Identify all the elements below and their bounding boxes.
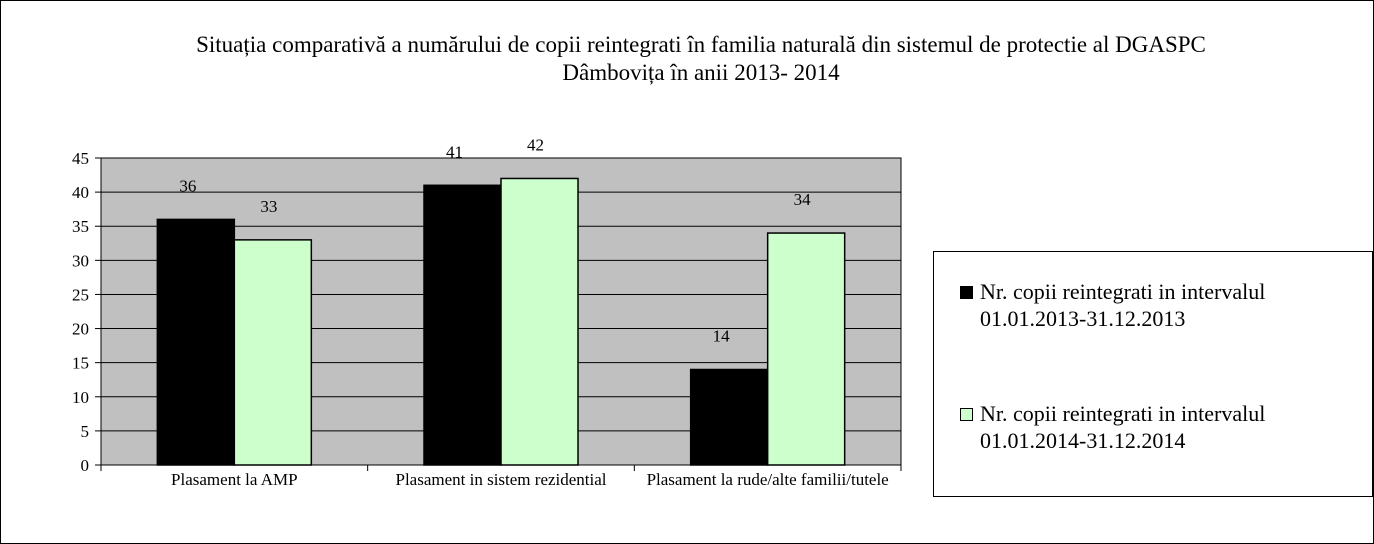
- data-label: 34: [794, 190, 812, 209]
- y-tick-label: 45: [72, 149, 89, 168]
- bar: [233, 239, 313, 466]
- y-tick-label: 0: [81, 456, 90, 475]
- bar: [423, 184, 502, 466]
- y-tick-label: 35: [72, 217, 89, 236]
- legend: Nr. copii reintegrati in intervalul 01.0…: [933, 251, 1373, 497]
- bar: [766, 232, 846, 466]
- y-tick-label: 20: [72, 320, 89, 339]
- legend-swatch: [960, 408, 973, 421]
- x-tick-label: Plasament in sistem rezidential: [395, 470, 607, 489]
- data-label: 14: [713, 326, 731, 345]
- y-tick-label: 40: [72, 183, 89, 202]
- bar: [500, 177, 579, 466]
- y-tick-label: 5: [81, 422, 90, 441]
- bar: [689, 368, 769, 466]
- legend-entry: Nr. copii reintegrati in intervalul 01.0…: [960, 278, 1310, 332]
- data-label: 41: [446, 142, 463, 161]
- data-label: 42: [527, 135, 544, 154]
- x-tick-label: Plasament la AMP: [171, 470, 298, 489]
- bar: [156, 218, 236, 466]
- legend-label: Nr. copii reintegrati in intervalul 01.0…: [980, 401, 1266, 453]
- x-tick-label: Plasament la rude/alte familii/tutele: [646, 470, 889, 489]
- y-tick-label: 30: [72, 251, 89, 270]
- legend-swatch: [960, 286, 973, 299]
- legend-label: Nr. copii reintegrati in intervalul 01.0…: [980, 279, 1266, 331]
- y-tick-label: 25: [72, 285, 89, 304]
- y-tick-label: 10: [72, 388, 89, 407]
- y-tick-label: 15: [72, 354, 89, 373]
- chart-title: Situația comparativă a numărului de copi…: [196, 32, 1206, 85]
- data-label: 33: [260, 197, 277, 216]
- data-label: 36: [179, 176, 196, 195]
- legend-entry: Nr. copii reintegrati in intervalul 01.0…: [960, 400, 1310, 454]
